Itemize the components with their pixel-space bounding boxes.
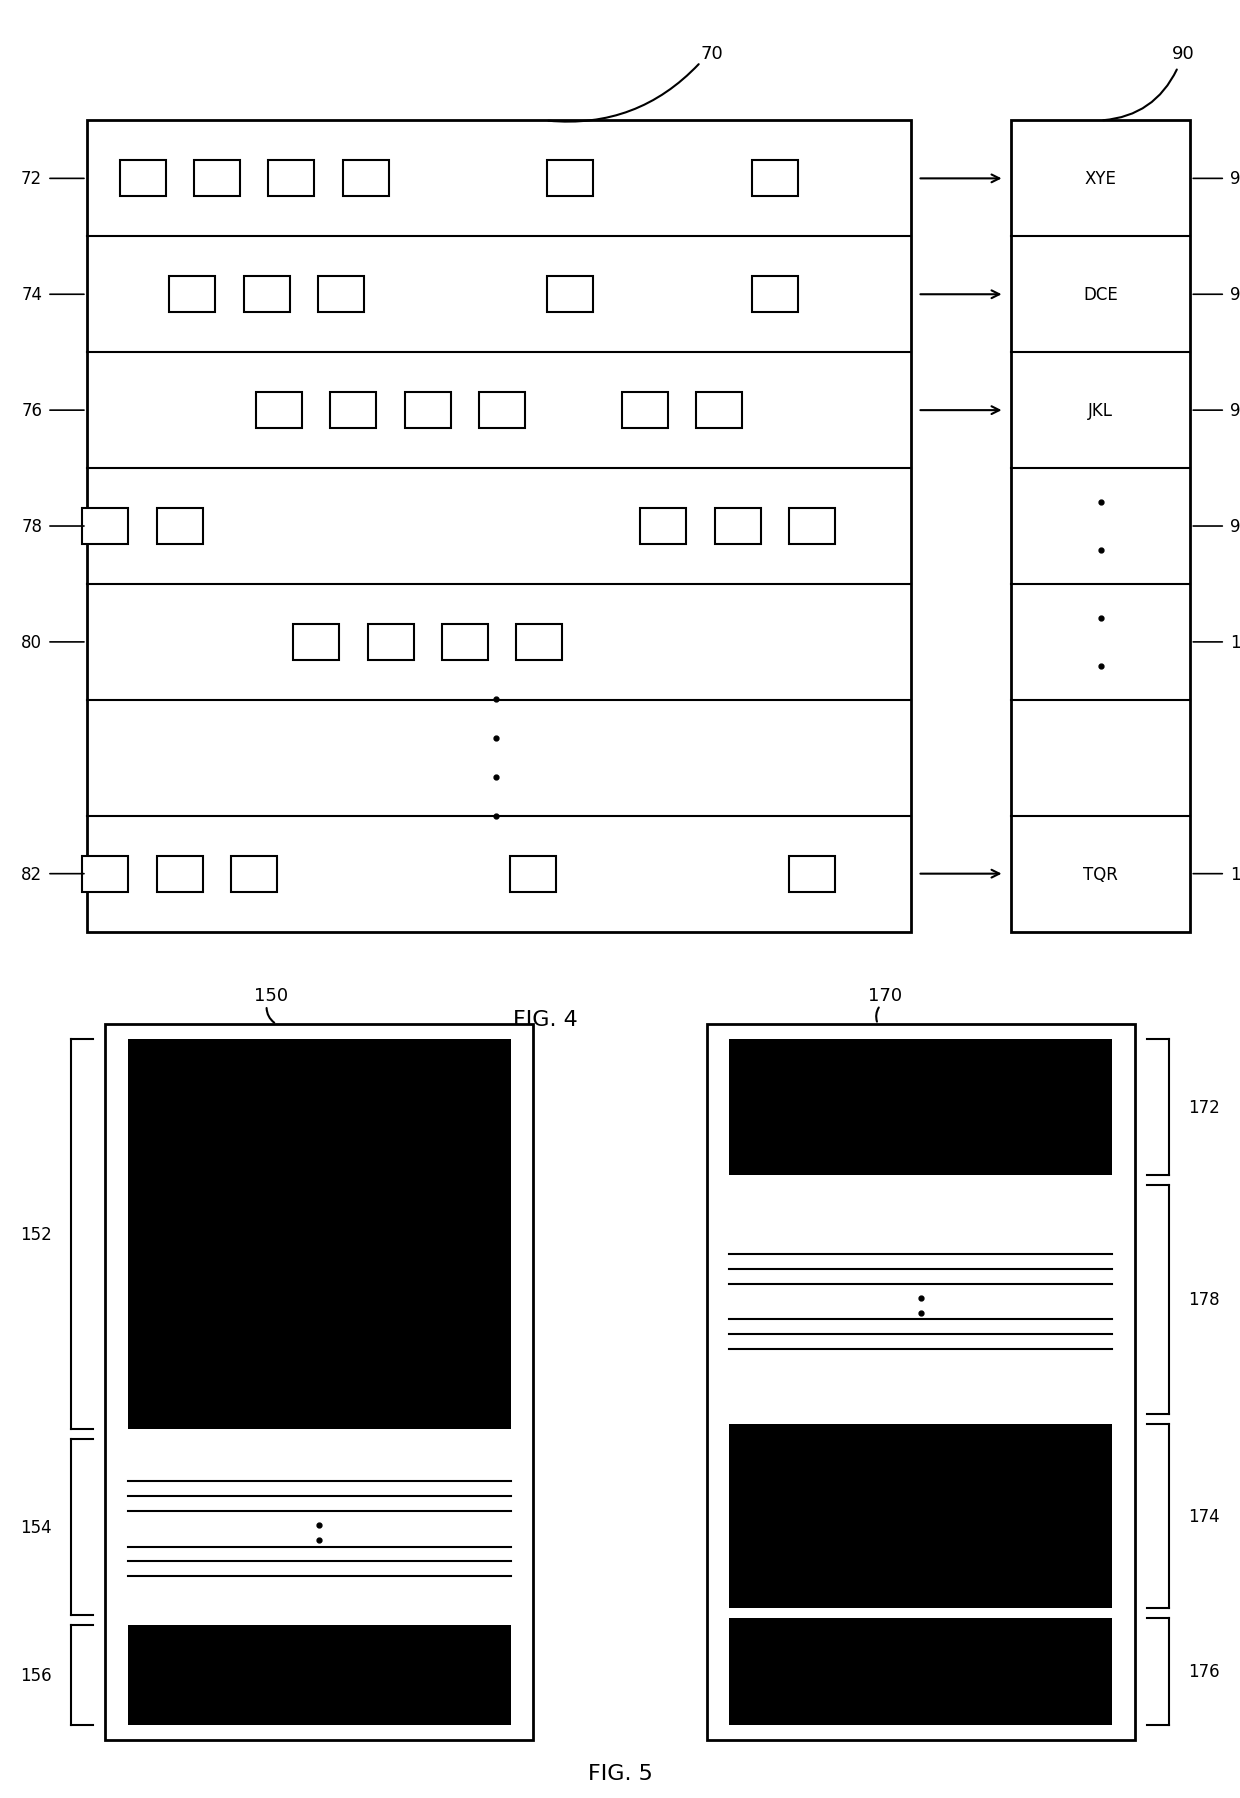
Bar — [294, 624, 340, 660]
Text: 102: 102 — [1230, 865, 1240, 883]
Bar — [169, 277, 216, 313]
Text: 150: 150 — [254, 985, 289, 1003]
Bar — [479, 394, 526, 430]
Bar — [751, 277, 799, 313]
Bar — [1011, 122, 1190, 931]
Text: 170: 170 — [868, 985, 903, 1003]
Text: 74: 74 — [21, 286, 42, 304]
Bar — [641, 509, 687, 545]
Bar — [751, 162, 799, 198]
Text: 178: 178 — [1188, 1291, 1220, 1309]
Bar — [330, 394, 376, 430]
Text: TQR: TQR — [1083, 865, 1118, 883]
Text: 92: 92 — [1230, 171, 1240, 189]
Bar — [342, 162, 388, 198]
Bar — [404, 394, 450, 430]
Bar — [87, 122, 911, 931]
Text: XYE: XYE — [1085, 171, 1116, 189]
Bar — [255, 394, 303, 430]
Bar — [516, 624, 562, 660]
Text: 174: 174 — [1188, 1507, 1220, 1525]
Bar — [82, 509, 129, 545]
Bar — [548, 162, 594, 198]
Text: 98: 98 — [1230, 518, 1240, 536]
Bar — [105, 1025, 533, 1740]
Bar — [707, 1025, 1135, 1740]
Bar — [790, 509, 836, 545]
Bar — [156, 509, 203, 545]
Text: 152: 152 — [20, 1224, 52, 1242]
Bar — [193, 162, 241, 198]
Text: 100: 100 — [1230, 633, 1240, 651]
Text: FIG. 4: FIG. 4 — [513, 1010, 578, 1030]
Bar — [729, 1039, 1112, 1174]
Text: FIG. 5: FIG. 5 — [588, 1764, 652, 1784]
Bar — [511, 856, 556, 892]
Bar — [729, 1424, 1112, 1607]
Bar — [82, 856, 129, 892]
Text: 80: 80 — [21, 633, 42, 651]
Bar — [622, 394, 668, 430]
Text: 172: 172 — [1188, 1099, 1220, 1117]
Bar — [156, 856, 203, 892]
Text: 76: 76 — [21, 403, 42, 421]
Bar — [714, 509, 761, 545]
Bar — [119, 162, 166, 198]
Text: 176: 176 — [1188, 1663, 1220, 1681]
Text: JKL: JKL — [1087, 403, 1114, 421]
Text: 82: 82 — [21, 865, 42, 883]
Text: 94: 94 — [1230, 286, 1240, 304]
Bar — [128, 1625, 511, 1726]
Bar — [243, 277, 290, 313]
Text: 72: 72 — [21, 171, 42, 189]
Bar — [729, 1618, 1112, 1726]
Text: 90: 90 — [1172, 45, 1194, 63]
Bar — [367, 624, 413, 660]
Bar — [317, 277, 365, 313]
Text: 156: 156 — [20, 1667, 52, 1685]
Bar — [697, 394, 742, 430]
Bar — [441, 624, 489, 660]
Bar — [790, 856, 836, 892]
Bar — [128, 1039, 511, 1429]
Text: 96: 96 — [1230, 403, 1240, 421]
Text: 154: 154 — [20, 1518, 52, 1535]
Bar — [231, 856, 277, 892]
Text: 70: 70 — [701, 45, 723, 63]
Bar — [548, 277, 594, 313]
Text: 78: 78 — [21, 518, 42, 536]
Text: DCE: DCE — [1083, 286, 1118, 304]
Bar — [268, 162, 315, 198]
